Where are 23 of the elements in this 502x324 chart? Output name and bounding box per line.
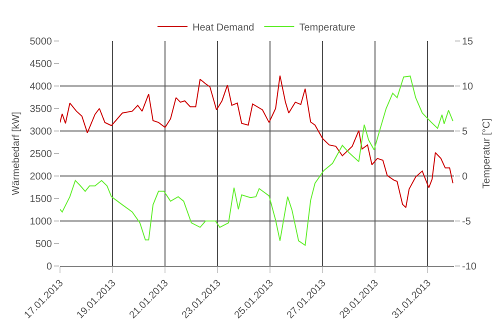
y2-tick-label: 10 [462,82,474,92]
y-tick-label: 3000 [30,126,52,138]
y-axis-title: Wärmebedarf [kW] [10,112,22,196]
y2-tick-label: -10 [462,262,477,272]
y-tick-label: 500 [35,239,52,250]
y-tick-label: 4000 [30,82,52,92]
y2-axis-title: Temperatur [°C] [481,118,492,189]
legend-label: Heat Demand [192,22,254,34]
y2-tick-label: -5 [462,216,472,228]
y2-tick-label: 15 [462,36,474,48]
legend-label: Temperature [299,22,356,34]
line-series [60,76,454,246]
y2-tick-label: 0 [462,172,468,182]
y-tick-label: 2000 [30,172,52,182]
y-tick-label: 1000 [30,216,52,228]
y-tick-label: 5000 [30,36,52,48]
y-tick-label: 0 [46,262,52,272]
y-tick-label: 3500 [30,104,52,115]
y-tick-label: 4500 [30,59,52,70]
y2-tick-label: 5 [462,126,468,138]
y-tick-label: 2500 [30,149,52,160]
line-series [60,75,454,208]
y-tick-label: 1500 [30,194,52,205]
